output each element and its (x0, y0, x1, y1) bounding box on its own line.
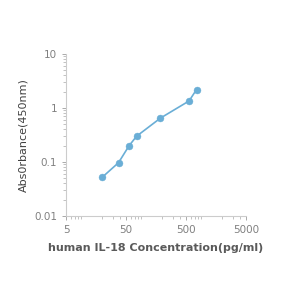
X-axis label: human IL-18 Concentration(pg/ml): human IL-18 Concentration(pg/ml) (48, 243, 264, 254)
Y-axis label: Abs0rbance(450nm): Abs0rbance(450nm) (18, 78, 28, 192)
